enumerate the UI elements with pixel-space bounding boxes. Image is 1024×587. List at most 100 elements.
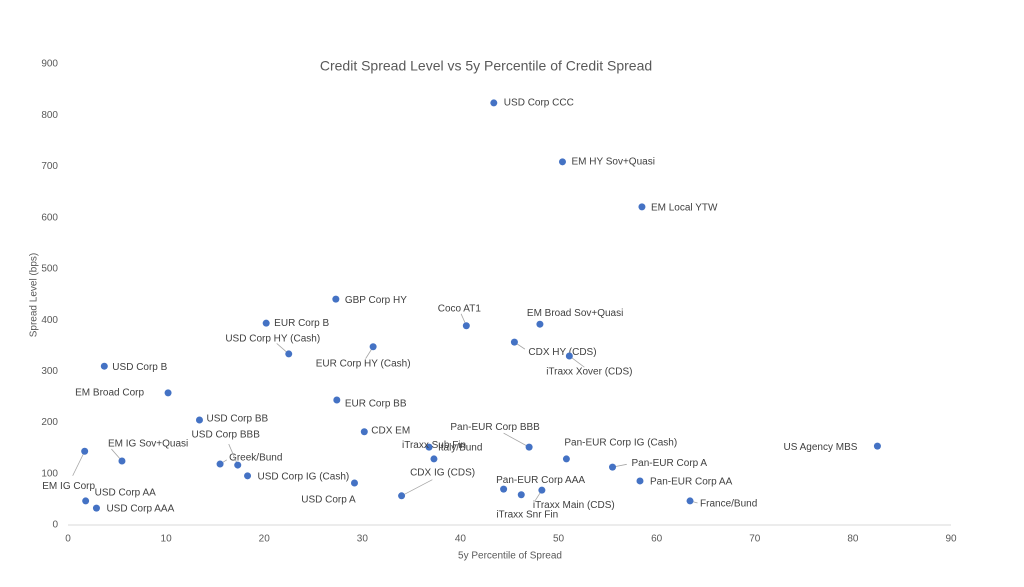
leader-line — [503, 432, 530, 448]
point — [285, 350, 293, 358]
point — [118, 457, 126, 465]
point-label: iTraxx Snr Fin — [496, 509, 558, 520]
y-tick-label: 300 — [41, 366, 58, 377]
point-label: iTraxx Sub Fin — [402, 440, 466, 451]
point-label: EM Broad Sov+Quasi — [527, 308, 623, 319]
x-axis-label: 5y Percentile of Spread — [458, 551, 562, 562]
point — [638, 203, 646, 211]
point-label: USD Corp AA — [95, 488, 156, 499]
point — [82, 497, 90, 505]
point — [525, 443, 533, 451]
point — [100, 362, 108, 370]
point-label: USD Corp HY (Cash) — [225, 334, 320, 345]
y-tick-label: 0 — [52, 520, 58, 531]
point-label: Coco AT1 — [438, 303, 482, 314]
x-tick-label: 70 — [749, 534, 761, 545]
point — [562, 455, 570, 463]
point — [333, 396, 341, 404]
point — [350, 479, 358, 487]
point-label: France/Bund — [700, 499, 757, 510]
point-label: iTraxx Main (CDS) — [533, 500, 615, 511]
point — [360, 428, 368, 436]
point — [216, 460, 224, 468]
point — [609, 463, 617, 471]
point — [636, 477, 644, 485]
point-label: CDX IG (CDS) — [410, 467, 475, 478]
x-tick-label: 80 — [847, 534, 859, 545]
point — [92, 504, 100, 512]
point-label: CDX HY (CDS) — [528, 347, 596, 358]
x-tick-label: 40 — [455, 534, 467, 545]
point-label: iTraxx Xover (CDS) — [546, 367, 632, 378]
point-label: EM IG Sov+Quasi — [108, 439, 188, 450]
point — [490, 99, 498, 107]
point-label: Greek/Bund — [229, 453, 282, 464]
x-tick-label: 50 — [553, 534, 565, 545]
point-label: USD Corp IG (Cash) — [258, 471, 350, 482]
point — [369, 343, 377, 351]
leader-line — [72, 451, 86, 476]
point-label: USD Corp CCC — [504, 98, 574, 109]
point-label: CDX EM — [371, 425, 410, 436]
point — [398, 492, 406, 500]
point — [462, 322, 470, 330]
y-tick-label: 500 — [41, 264, 58, 275]
point-label: EUR Corp HY (Cash) — [316, 358, 411, 369]
point — [510, 338, 518, 346]
x-tick-label: 10 — [161, 534, 173, 545]
y-tick-label: 800 — [41, 110, 58, 121]
y-tick-label: 600 — [41, 212, 58, 223]
chart-title: Credit Spread Level vs 5y Percentile of … — [320, 58, 652, 74]
point-label: US Agency MBS — [783, 442, 857, 453]
x-tick-label: 60 — [651, 534, 663, 545]
y-axis-label: Spread Level (bps) — [29, 253, 40, 338]
y-tick-label: 700 — [41, 161, 58, 172]
point-label: USD Corp B — [112, 362, 167, 373]
point — [332, 295, 340, 303]
x-tick-label: 90 — [945, 534, 957, 545]
point-label: USD Corp BBB — [192, 430, 261, 441]
point — [565, 352, 573, 360]
point — [81, 447, 89, 455]
point — [244, 472, 252, 480]
leader-line — [228, 443, 239, 466]
point-label: Pan-EUR Corp IG (Cash) — [564, 438, 677, 449]
point — [425, 443, 433, 451]
point-label: USD Corp A — [301, 495, 356, 506]
point-label: GBP Corp HY — [345, 295, 407, 306]
point-label: EM IG Corp — [42, 481, 95, 492]
point — [873, 442, 881, 450]
point-label: Pan-EUR Corp AAA — [496, 475, 585, 486]
y-tick-label: 100 — [41, 468, 58, 479]
y-tick-label: 200 — [41, 417, 58, 428]
y-tick-label: 900 — [41, 59, 58, 70]
point-label: Italy/Bund — [438, 443, 482, 454]
point-label: Pan-EUR Corp BBB — [450, 422, 540, 433]
point — [164, 389, 172, 397]
point-label: Pan-EUR Corp A — [632, 458, 708, 469]
point — [234, 461, 242, 469]
leader-line — [401, 479, 433, 497]
point — [500, 485, 508, 493]
x-tick-label: 20 — [259, 534, 271, 545]
x-tick-label: 30 — [357, 534, 369, 545]
point-label: EUR Corp B — [274, 318, 329, 329]
point — [262, 319, 270, 327]
y-tick-label: 400 — [41, 315, 58, 326]
point-label: USD Corp AAA — [106, 504, 174, 515]
point-label: EM Broad Corp — [75, 387, 144, 398]
point-label: Pan-EUR Corp AA — [650, 477, 733, 488]
point — [686, 497, 694, 505]
point — [517, 491, 525, 499]
point — [195, 416, 203, 424]
point-label: USD Corp BB — [206, 414, 268, 425]
point — [538, 486, 546, 494]
point — [536, 320, 544, 328]
point-label: EUR Corp BB — [345, 399, 407, 410]
x-tick-label: 0 — [65, 534, 71, 545]
point-label: EM Local YTW — [651, 203, 718, 214]
point — [430, 455, 438, 463]
point-label: EM HY Sov+Quasi — [571, 156, 654, 167]
point — [558, 158, 566, 166]
